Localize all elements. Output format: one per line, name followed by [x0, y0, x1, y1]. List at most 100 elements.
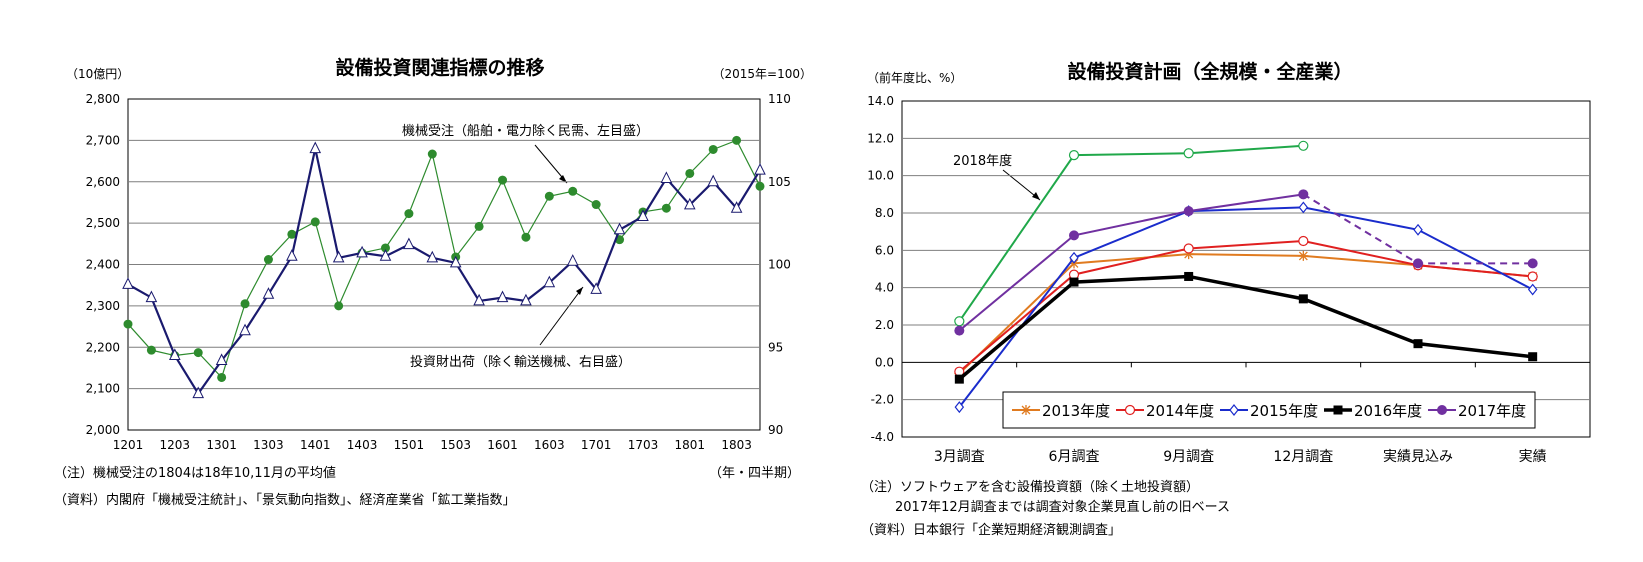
right-x-tick-label: 6月調査	[1049, 449, 1100, 465]
data-point-machine-orders	[521, 232, 531, 242]
left-y-unit: （10億円）	[66, 67, 129, 81]
data-point-investment-shipments	[403, 237, 415, 250]
data-point-2015年度	[1298, 201, 1309, 214]
left-y-tick-label: 2,300	[86, 299, 120, 313]
right-x-tick-label: 9月調査	[1163, 449, 1214, 465]
data-point-investment-shipments	[239, 323, 251, 336]
left-x-tick-label: 1303	[253, 438, 284, 452]
data-point-investment-shipments	[262, 287, 275, 299]
legend-swatch-marker	[1333, 405, 1343, 415]
series-line-2017	[958, 193, 1304, 332]
data-point-machine-orders	[263, 255, 273, 265]
right-y-unit: （2015年=100）	[713, 67, 813, 81]
data-point-investment-shipments	[473, 293, 485, 306]
data-point-2017年度	[1069, 230, 1079, 241]
legend-label: 2014年度	[1146, 402, 1214, 420]
legend-label: 2017年度	[1458, 402, 1526, 420]
legend-swatch-marker	[1124, 404, 1136, 416]
left-x-tick-label: 1601	[487, 438, 518, 452]
series-line-2018年度	[958, 144, 1304, 322]
right-y-tick-label: 105	[768, 175, 791, 189]
left-x-tick-label: 1503	[440, 438, 471, 452]
data-point-machine-orders	[755, 181, 765, 191]
data-point-2018年度	[1068, 150, 1080, 161]
data-point-machine-orders	[193, 348, 203, 358]
arrowhead-1	[559, 175, 567, 183]
data-point-2018年度	[1298, 140, 1309, 151]
data-point-investment-shipments	[683, 197, 696, 210]
series-label-investment-shipments: 投資財出荷（除く輸送機械、右目盛）	[410, 354, 631, 370]
data-point-investment-shipments	[169, 348, 181, 361]
data-point-machine-orders	[498, 175, 508, 185]
series-line-left	[127, 139, 761, 379]
right-chart-title: 設備投資計画（全規模・全産業）	[1067, 60, 1352, 83]
right-chart-y-tick-label: 0.0	[875, 355, 894, 369]
data-point-2015年度	[954, 401, 965, 414]
data-point-2016年度	[954, 374, 964, 384]
left-x-tick-label: 1403	[347, 438, 378, 452]
data-point-investment-shipments	[543, 275, 556, 288]
data-point-investment-shipments	[566, 254, 579, 266]
data-point-machine-orders	[217, 372, 227, 382]
data-point-investment-shipments	[192, 386, 205, 399]
data-point-investment-shipments	[426, 250, 439, 263]
data-point-2017年度	[954, 325, 965, 336]
legend-swatch-marker	[1021, 405, 1031, 415]
right-y-tick-label: 90	[768, 423, 783, 437]
data-point-2016年度	[1298, 294, 1308, 304]
right-x-tick-label: 実績	[1519, 449, 1547, 465]
left-chart-title: 設備投資関連指標の推移	[335, 56, 544, 79]
data-point-2015年度	[1413, 223, 1423, 236]
right-chart-y-tick-label: -2.0	[871, 393, 894, 407]
data-point-machine-orders	[146, 345, 156, 355]
right-chart-y-tick-label: 10.0	[867, 169, 894, 183]
left-y-tick-label: 2,100	[86, 382, 120, 396]
right-y-tick-label: 100	[768, 258, 791, 272]
data-point-machine-orders	[287, 229, 297, 239]
data-point-investment-shipments	[286, 249, 298, 261]
data-point-investment-shipments	[215, 353, 228, 365]
right-y-tick-label: 95	[768, 340, 783, 354]
left-x-tick-label: 1703	[628, 438, 659, 452]
data-point-2016年度	[1184, 271, 1194, 281]
data-point-machine-orders	[685, 168, 695, 178]
data-point-2016年度	[1069, 277, 1079, 287]
data-point-2014年度	[1298, 235, 1309, 247]
left-y-tick-label: 2,500	[86, 216, 120, 230]
data-point-machine-orders	[544, 191, 554, 201]
left-x-tick-label: 1201	[113, 438, 144, 452]
data-point-2017年度	[1298, 189, 1309, 200]
legend-swatch-marker	[1437, 405, 1447, 415]
right-note-1: （注）ソフトウェアを含む設備投資額（除く土地投資額）	[861, 479, 1199, 495]
data-point-machine-orders	[708, 144, 718, 154]
data-point-investment-shipments	[449, 255, 462, 268]
data-point-investment-shipments	[496, 290, 509, 303]
data-point-investment-shipments	[356, 245, 368, 258]
left-y-tick-label: 2,000	[86, 423, 120, 437]
legend-label: 2013年度	[1042, 402, 1110, 420]
data-point-machine-orders	[661, 203, 671, 213]
annotation-2018: 2018年度	[953, 153, 1012, 169]
right-chart-y-tick-label: -4.0	[871, 430, 894, 444]
annotation-arrow-2	[539, 286, 584, 346]
data-point-machine-orders	[568, 186, 578, 196]
data-point-machine-orders	[591, 200, 601, 210]
right-y-tick-label: 110	[768, 92, 791, 106]
legend-label: 2015年度	[1250, 402, 1318, 420]
data-point-investment-shipments	[730, 201, 743, 213]
data-point-investment-shipments	[707, 174, 719, 187]
data-point-2013年度	[1183, 249, 1194, 260]
data-point-investment-shipments	[754, 163, 766, 175]
right-x-tick-label: 3月調査	[934, 449, 985, 465]
legend: 2013年度 2014年度 2015年度 2016年度 2017年度	[1002, 391, 1536, 429]
data-point-2014年度	[1527, 271, 1538, 282]
data-point-machine-orders	[240, 299, 250, 309]
data-point-2015年度	[1069, 251, 1079, 264]
data-point-2018年度	[954, 316, 965, 327]
right-plot-area: -4.0 -2.0 0.0 2.0 4.0 6.0 8.0 10.0 12.0 14.0 3月調査 6…	[867, 94, 1591, 465]
right-plot-border	[901, 100, 1591, 438]
series-line-2016年度	[958, 274, 1533, 381]
right-source: （資料）日本銀行「企業短期経済観測調査」	[861, 522, 1121, 538]
data-point-investment-shipments	[520, 293, 532, 306]
series-line-2015年度	[958, 206, 1534, 408]
